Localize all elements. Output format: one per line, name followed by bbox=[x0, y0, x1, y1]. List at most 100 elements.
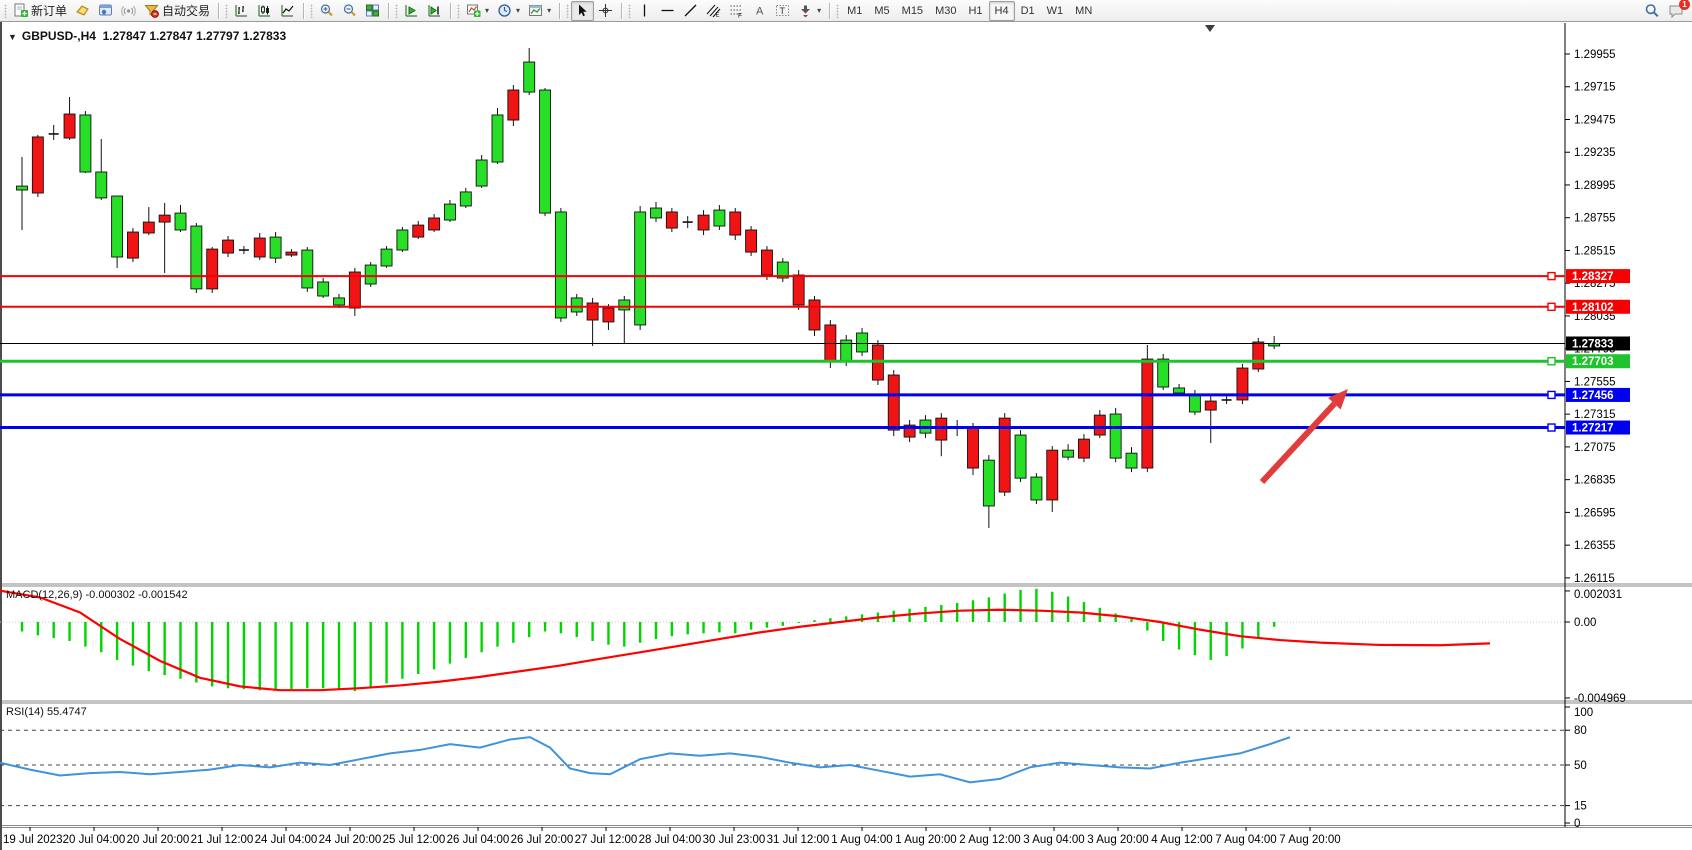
arrows-tool-button[interactable]: ▾ bbox=[794, 1, 825, 21]
candle bbox=[1109, 413, 1122, 459]
search-icon[interactable] bbox=[1644, 3, 1660, 19]
candle bbox=[650, 207, 662, 219]
candle bbox=[887, 374, 900, 431]
price-axis[interactable]: 1.29955 1.29715 1.29475 1.29235 1.28995 1.287… bbox=[1565, 49, 1616, 585]
notifications-button[interactable]: 1 bbox=[1668, 0, 1690, 19]
candlestick-chart-button[interactable] bbox=[253, 1, 276, 21]
text-label-icon: T bbox=[775, 3, 790, 18]
one-click-trading-toggle-icon[interactable]: ▼ bbox=[8, 32, 17, 42]
rsi-tick-label: 80 bbox=[1574, 725, 1587, 737]
text-label-tool-button[interactable]: T bbox=[771, 1, 794, 21]
time-axis[interactable]: 19 Jul 2023 20 Jul 04:00 20 Jul 20:00 21 Ju… bbox=[3, 827, 1341, 846]
rsi-tick-label: 0 bbox=[1574, 818, 1580, 830]
tile-windows-button[interactable] bbox=[361, 1, 384, 21]
time-label: 19 Jul 2023 bbox=[3, 834, 62, 846]
timeframe-button-d1[interactable]: D1 bbox=[1020, 4, 1035, 17]
toolbar-grip[interactable] bbox=[4, 3, 7, 18]
candle bbox=[1093, 414, 1106, 436]
price-tick-label: 1.28995 bbox=[1574, 180, 1616, 192]
hline-price-tag: 1.28327 bbox=[1572, 271, 1614, 283]
hline-price-tag: 1.27217 bbox=[1572, 423, 1614, 435]
candle bbox=[1141, 358, 1154, 469]
hline-handle bbox=[1547, 271, 1556, 281]
time-label: 3 Aug 04:00 bbox=[1023, 834, 1084, 846]
rsi-tick-label: 15 bbox=[1574, 801, 1587, 813]
candle bbox=[570, 297, 583, 313]
text-tool-button[interactable]: A bbox=[748, 1, 771, 21]
chart-window[interactable]: 1.29955 1.29715 1.29475 1.29235 1.28995 1.287… bbox=[0, 22, 1692, 850]
timeframe-button-h4[interactable]: H4 bbox=[988, 0, 1015, 21]
notification-badge: 1 bbox=[1679, 0, 1690, 10]
indicators-button[interactable]: ▾ bbox=[462, 1, 493, 21]
candle bbox=[697, 214, 710, 231]
line-chart-button[interactable] bbox=[276, 1, 299, 21]
templates-caret-icon: ▾ bbox=[547, 6, 552, 15]
candle bbox=[776, 261, 789, 279]
quotes-button[interactable] bbox=[71, 1, 94, 21]
time-label: 20 Jul 20:00 bbox=[127, 834, 190, 846]
horizontal-line-tool-button[interactable] bbox=[656, 1, 679, 21]
timeframe-button-mn[interactable]: MN bbox=[1075, 4, 1093, 17]
indicators-caret-icon: ▾ bbox=[485, 6, 490, 15]
candle bbox=[206, 248, 219, 290]
time-label: 3 Aug 20:00 bbox=[1087, 834, 1148, 846]
fibonacci-tool-button[interactable]: F bbox=[725, 1, 748, 21]
candle bbox=[539, 89, 551, 214]
zoom-in-button[interactable] bbox=[315, 1, 338, 21]
timeframe-button-h1[interactable]: H1 bbox=[968, 4, 983, 17]
candle bbox=[396, 229, 409, 251]
templates-button[interactable]: ▾ bbox=[524, 1, 555, 21]
horizontal-line-objects[interactable]: 1.28327 1.28102 1.27703 1.27456 1.27217 bbox=[0, 269, 1630, 435]
channel-tool-button[interactable]: E bbox=[702, 1, 725, 21]
candle bbox=[317, 281, 330, 297]
auto-scroll-icon bbox=[404, 3, 419, 18]
candle bbox=[903, 424, 916, 438]
zoom-out-icon bbox=[342, 3, 357, 18]
candle bbox=[269, 236, 282, 259]
channel-icon: E bbox=[706, 3, 721, 19]
trendline-tool-button[interactable] bbox=[679, 1, 702, 21]
candle bbox=[1236, 367, 1249, 401]
indicators-icon bbox=[466, 3, 481, 18]
timeframe-button-w1[interactable]: W1 bbox=[1046, 4, 1064, 17]
vertical-line-tool-button[interactable] bbox=[633, 1, 656, 21]
macd-tick-label: 0.002031 bbox=[1574, 589, 1622, 601]
timeframe-button-m5[interactable]: M5 bbox=[874, 4, 890, 17]
rsi-tick-label: 50 bbox=[1574, 760, 1587, 772]
cursor-tool-button[interactable] bbox=[571, 0, 595, 21]
time-label: 7 Aug 20:00 bbox=[1279, 834, 1340, 846]
candlestick-chart-icon bbox=[257, 3, 272, 18]
tile-windows-icon bbox=[365, 3, 380, 18]
time-label: 26 Jul 04:00 bbox=[447, 834, 510, 846]
candle bbox=[63, 113, 76, 139]
timeframe-button-m1[interactable]: M1 bbox=[847, 4, 863, 17]
candle bbox=[761, 249, 773, 276]
auto-trading-button[interactable]: 自动交易 bbox=[140, 1, 214, 21]
chart-shift-button[interactable] bbox=[423, 1, 446, 21]
timeframe-switcher: M1 M5 M15 M30 H1 H4 D1 W1 MN bbox=[841, 0, 1098, 21]
terminal-button[interactable] bbox=[94, 1, 117, 21]
hline-handle bbox=[1547, 357, 1556, 366]
time-label: 30 Jul 23:00 bbox=[703, 834, 766, 846]
candle bbox=[222, 239, 235, 254]
candle bbox=[111, 195, 124, 258]
zoom-out-button[interactable] bbox=[338, 1, 361, 21]
bar-chart-button[interactable] bbox=[230, 1, 253, 21]
timeframe-button-m30[interactable]: M30 bbox=[935, 4, 957, 17]
time-label: 21 Jul 12:00 bbox=[191, 834, 254, 846]
chart-shift-marker[interactable] bbox=[1205, 25, 1215, 32]
time-label: 26 Jul 20:00 bbox=[511, 834, 574, 846]
annotation-arrow[interactable] bbox=[1259, 389, 1348, 485]
price-tick-label: 1.28755 bbox=[1574, 213, 1616, 225]
crosshair-tool-button[interactable] bbox=[594, 1, 617, 21]
signals-icon bbox=[121, 3, 136, 18]
periods-button[interactable]: ▾ bbox=[493, 1, 524, 21]
signals-button[interactable] bbox=[117, 1, 140, 21]
auto-scroll-button[interactable] bbox=[400, 1, 423, 21]
new-order-button[interactable]: 新订单 bbox=[9, 1, 71, 21]
price-tick-label: 1.27315 bbox=[1574, 409, 1616, 421]
macd-indicator-label: MACD(12,26,9) -0.000302 -0.001542 bbox=[6, 589, 188, 601]
timeframe-button-m15[interactable]: M15 bbox=[901, 4, 924, 17]
chart-title[interactable]: ▼ GBPUSD-,H4 1.27847 1.27847 1.27797 1.27… bbox=[8, 29, 286, 43]
